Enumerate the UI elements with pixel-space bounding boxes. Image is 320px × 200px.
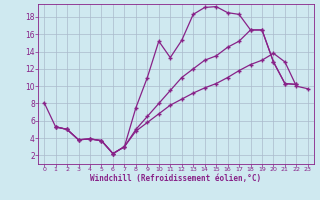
X-axis label: Windchill (Refroidissement éolien,°C): Windchill (Refroidissement éolien,°C) — [91, 174, 261, 183]
